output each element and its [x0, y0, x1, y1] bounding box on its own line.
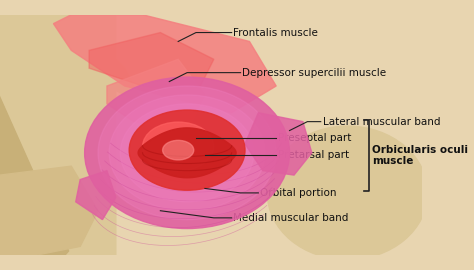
Ellipse shape — [109, 95, 265, 211]
Ellipse shape — [98, 86, 276, 220]
Polygon shape — [0, 15, 143, 104]
Polygon shape — [76, 171, 116, 220]
Text: Orbital portion: Orbital portion — [260, 188, 337, 198]
Polygon shape — [0, 166, 98, 255]
Text: Frontalis muscle: Frontalis muscle — [233, 28, 319, 38]
Text: Lateral muscular band: Lateral muscular band — [322, 117, 440, 127]
Text: Depressor supercilii muscle: Depressor supercilii muscle — [242, 68, 386, 78]
Ellipse shape — [163, 140, 194, 160]
Ellipse shape — [85, 77, 290, 228]
Ellipse shape — [267, 126, 428, 260]
Polygon shape — [54, 15, 276, 113]
Text: Pretarsal part: Pretarsal part — [278, 150, 349, 160]
Ellipse shape — [143, 122, 214, 171]
Ellipse shape — [129, 110, 245, 190]
Polygon shape — [89, 33, 214, 95]
Text: Orbicularis oculi
muscle: Orbicularis oculi muscle — [373, 145, 468, 166]
Polygon shape — [138, 128, 236, 178]
Polygon shape — [107, 59, 205, 131]
Text: Medial muscular band: Medial muscular band — [233, 213, 349, 223]
Ellipse shape — [0, 19, 365, 270]
Polygon shape — [0, 63, 69, 270]
Polygon shape — [245, 113, 312, 175]
Ellipse shape — [120, 104, 254, 202]
Text: Preseptal part: Preseptal part — [278, 133, 351, 143]
FancyBboxPatch shape — [0, 6, 116, 264]
